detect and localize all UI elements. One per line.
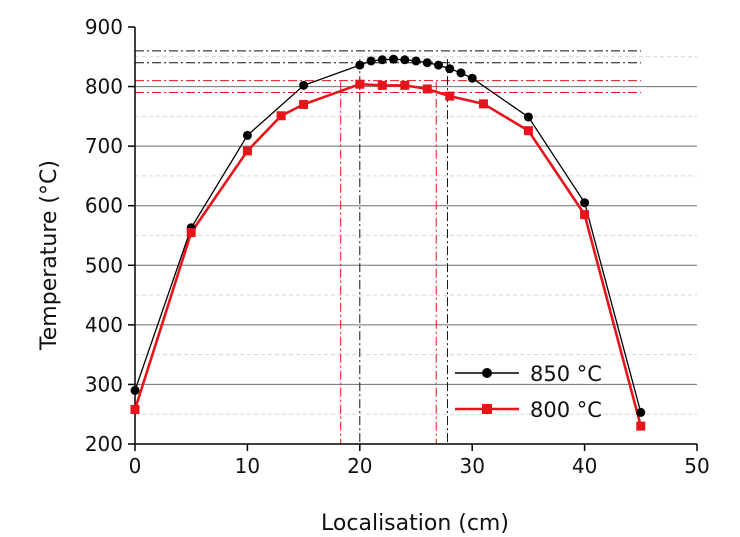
y-tick-label: 700 (85, 134, 123, 158)
data-point-850 (456, 68, 466, 78)
y-tick-label: 300 (85, 372, 123, 396)
data-point-850 (422, 58, 432, 68)
y-tick-label: 400 (85, 313, 123, 337)
data-point-850 (130, 385, 140, 395)
x-tick-label: 50 (684, 454, 709, 478)
data-point-800 (636, 421, 646, 431)
data-point-800 (355, 79, 365, 89)
series-line-850 (134, 58, 642, 413)
reference-lines (135, 50, 641, 444)
data-point-800 (422, 84, 432, 94)
data-point-850 (242, 130, 252, 140)
data-point-850 (411, 56, 421, 66)
tick-labels: 0 10 20 30 40 50 200 300 400 500 600 700 800 900 (85, 15, 710, 478)
data-point-850 (523, 112, 533, 122)
data-point-800 (478, 99, 488, 109)
data-point-850 (389, 54, 399, 64)
data-point-800 (580, 210, 590, 220)
y-tick-label: 900 (85, 15, 123, 39)
data-point-800 (186, 228, 196, 238)
data-point-850 (445, 64, 455, 74)
x-tick-label: 0 (129, 454, 142, 478)
y-tick-label: 200 (85, 432, 123, 456)
series (130, 54, 646, 431)
data-point-850 (636, 407, 646, 417)
data-point-850 (467, 73, 477, 83)
legend-label-800: 800 °C (530, 398, 602, 422)
data-point-800 (130, 404, 140, 414)
data-point-800 (299, 99, 309, 109)
axes (128, 26, 698, 451)
data-point-800 (377, 80, 387, 90)
data-point-800 (400, 80, 410, 90)
data-point-850 (580, 198, 590, 208)
y-tick-label: 500 (85, 253, 123, 277)
x-tick-label: 10 (235, 454, 260, 478)
x-tick-label: 20 (347, 454, 372, 478)
data-point-850 (377, 55, 387, 65)
legend-label-850: 850 °C (530, 362, 602, 386)
x-tick-label: 30 (459, 454, 484, 478)
legend-marker-800 (482, 404, 492, 414)
data-point-850 (355, 60, 365, 70)
legend: 850 °C 800 °C (455, 362, 602, 422)
data-point-800 (242, 146, 252, 156)
grid (135, 56, 697, 415)
x-axis-title: Localisation (cm) (321, 511, 509, 536)
data-point-800 (445, 91, 455, 101)
data-point-850 (299, 80, 309, 90)
series-line-800 (133, 82, 643, 427)
data-point-800 (523, 126, 533, 136)
data-point-800 (276, 111, 286, 121)
data-point-850 (400, 55, 410, 65)
y-axis-title: Temperature (°C) (37, 160, 62, 351)
data-point-850 (433, 60, 443, 70)
x-tick-label: 40 (572, 454, 597, 478)
y-tick-label: 600 (85, 194, 123, 218)
legend-marker-850 (482, 368, 492, 378)
data-point-850 (366, 56, 376, 66)
y-tick-label: 800 (85, 75, 123, 99)
